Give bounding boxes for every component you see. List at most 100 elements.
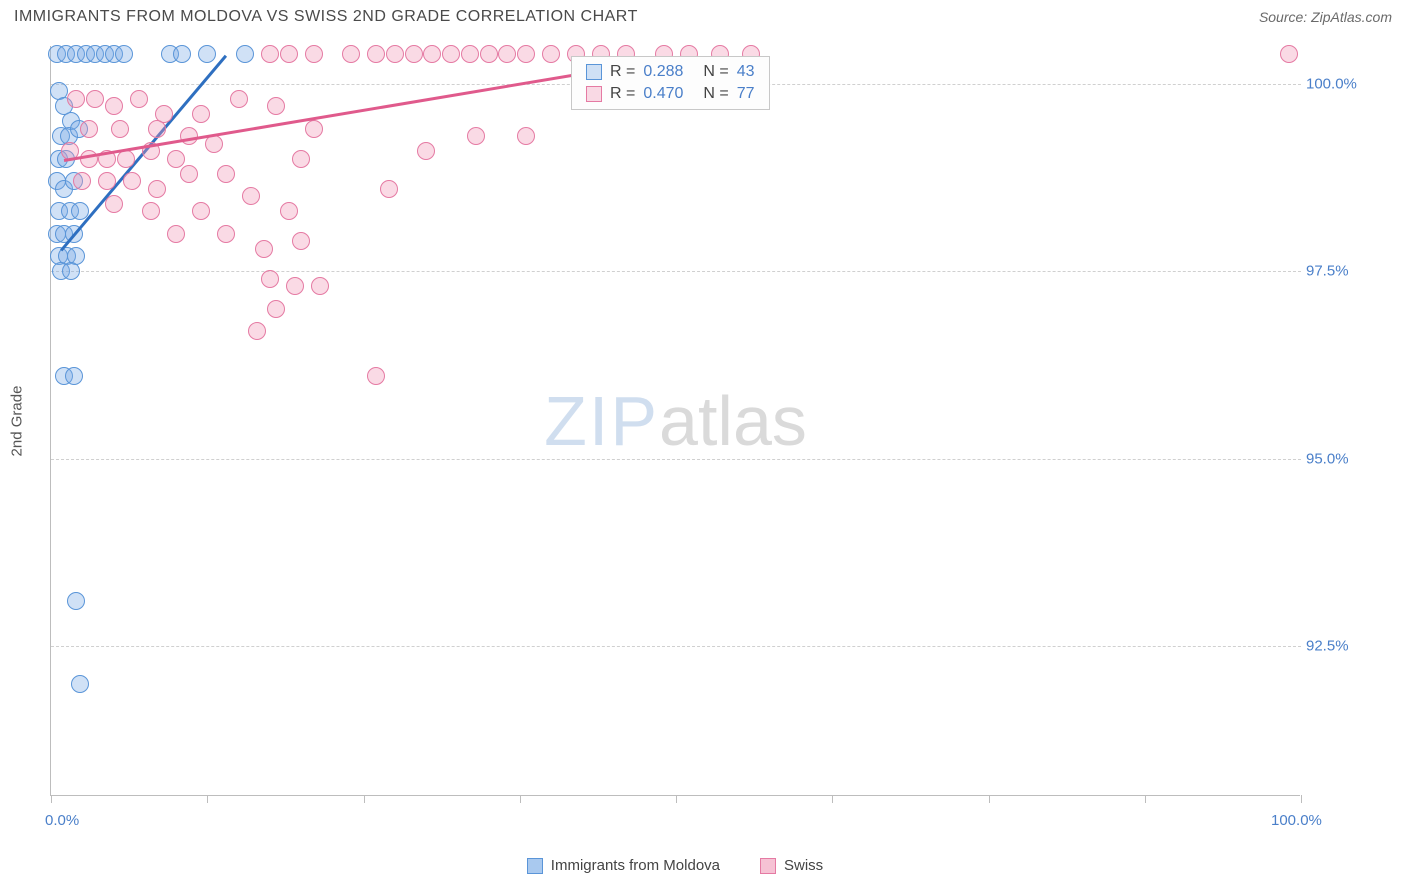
legend-label-swiss: Swiss	[784, 857, 823, 874]
data-point-swiss	[405, 45, 423, 63]
data-point-swiss	[142, 202, 160, 220]
correlation-stat-box: R =0.288N =43R =0.470N =77	[571, 56, 770, 110]
x-tick-label: 100.0%	[1271, 812, 1322, 829]
x-tick	[1145, 795, 1146, 803]
stat-r-val-swiss: 0.470	[643, 85, 683, 103]
gridline-h	[51, 459, 1301, 460]
data-point-moldova	[65, 367, 83, 385]
data-point-swiss	[261, 270, 279, 288]
data-point-swiss	[267, 300, 285, 318]
data-point-swiss	[230, 90, 248, 108]
data-point-swiss	[248, 322, 266, 340]
data-point-moldova	[198, 45, 216, 63]
data-point-swiss	[123, 172, 141, 190]
data-point-swiss	[342, 45, 360, 63]
stat-n-key: N =	[703, 85, 728, 103]
data-point-swiss	[105, 195, 123, 213]
data-point-swiss	[286, 277, 304, 295]
data-point-swiss	[105, 97, 123, 115]
data-point-swiss	[192, 105, 210, 123]
data-point-swiss	[280, 202, 298, 220]
data-point-swiss	[442, 45, 460, 63]
stat-r-key: R =	[610, 63, 635, 81]
data-point-swiss	[111, 120, 129, 138]
data-point-swiss	[423, 45, 441, 63]
data-point-swiss	[305, 120, 323, 138]
data-point-moldova	[173, 45, 191, 63]
data-point-swiss	[1280, 45, 1298, 63]
data-point-swiss	[517, 127, 535, 145]
data-point-swiss	[542, 45, 560, 63]
watermark-atlas: atlas	[659, 382, 807, 460]
data-point-swiss	[242, 187, 260, 205]
plot-wrapper: 2nd Grade ZIPatlas 92.5%95.0%97.5%100.0%…	[50, 46, 1390, 836]
data-point-swiss	[461, 45, 479, 63]
x-axis-legend: Immigrants from Moldova Swiss	[50, 857, 1300, 874]
x-tick	[207, 795, 208, 803]
data-point-swiss	[255, 240, 273, 258]
data-point-swiss	[73, 172, 91, 190]
stat-swatch-swiss	[586, 86, 602, 102]
data-point-swiss	[67, 90, 85, 108]
data-point-swiss	[417, 142, 435, 160]
stat-r-key: R =	[610, 85, 635, 103]
data-point-swiss	[80, 150, 98, 168]
data-point-swiss	[167, 225, 185, 243]
data-point-swiss	[261, 45, 279, 63]
stat-swatch-moldova	[586, 64, 602, 80]
y-tick-label: 97.5%	[1306, 263, 1386, 280]
stat-row-moldova: R =0.288N =43	[572, 61, 769, 83]
plot-area: 2nd Grade ZIPatlas 92.5%95.0%97.5%100.0%…	[50, 46, 1300, 796]
data-point-moldova	[236, 45, 254, 63]
x-tick	[676, 795, 677, 803]
data-point-moldova	[115, 45, 133, 63]
stat-n-val-swiss: 77	[737, 85, 755, 103]
legend-label-moldova: Immigrants from Moldova	[551, 857, 720, 874]
y-tick-label: 100.0%	[1306, 75, 1386, 92]
gridline-h	[51, 271, 1301, 272]
data-point-swiss	[148, 180, 166, 198]
watermark-zip: ZIP	[544, 382, 659, 460]
data-point-swiss	[380, 180, 398, 198]
x-tick	[1301, 795, 1302, 803]
y-tick-label: 95.0%	[1306, 450, 1386, 467]
data-point-swiss	[167, 150, 185, 168]
watermark: ZIPatlas	[544, 381, 807, 461]
stat-row-swiss: R = 0.470 N = 77	[572, 83, 769, 105]
legend-swatch-moldova	[527, 858, 543, 874]
data-point-swiss	[86, 90, 104, 108]
x-tick	[832, 795, 833, 803]
data-point-moldova	[67, 592, 85, 610]
data-point-swiss	[367, 367, 385, 385]
data-point-swiss	[467, 127, 485, 145]
stat-r-val-moldova: 0.288	[643, 63, 683, 81]
data-point-swiss	[98, 172, 116, 190]
data-point-swiss	[192, 202, 210, 220]
data-point-swiss	[517, 45, 535, 63]
data-point-swiss	[217, 165, 235, 183]
data-point-swiss	[305, 45, 323, 63]
data-point-swiss	[217, 225, 235, 243]
x-tick	[520, 795, 521, 803]
data-point-swiss	[480, 45, 498, 63]
data-point-swiss	[498, 45, 516, 63]
x-tick	[989, 795, 990, 803]
chart-title: IMMIGRANTS FROM MOLDOVA VS SWISS 2ND GRA…	[14, 8, 638, 26]
data-point-moldova	[62, 262, 80, 280]
data-point-swiss	[367, 45, 385, 63]
data-point-swiss	[311, 277, 329, 295]
y-tick-label: 92.5%	[1306, 638, 1386, 655]
data-point-swiss	[180, 165, 198, 183]
legend-item-moldova: Immigrants from Moldova	[527, 857, 720, 874]
data-point-swiss	[292, 232, 310, 250]
x-tick-label: 0.0%	[45, 812, 79, 829]
data-point-moldova	[71, 675, 89, 693]
data-point-swiss	[292, 150, 310, 168]
source-label: Source: ZipAtlas.com	[1259, 9, 1392, 25]
x-tick	[364, 795, 365, 803]
data-point-swiss	[280, 45, 298, 63]
legend-item-swiss: Swiss	[760, 857, 823, 874]
stat-n-key: N =	[703, 63, 728, 81]
data-point-swiss	[80, 120, 98, 138]
gridline-h	[51, 646, 1301, 647]
